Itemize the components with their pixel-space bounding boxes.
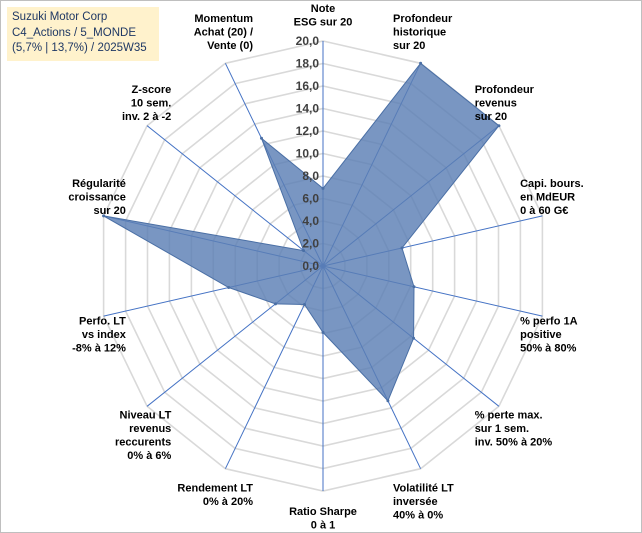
axis-label-13-line-2: 10 sem. xyxy=(131,98,171,110)
axis-label-2-line-3: sur 20 xyxy=(393,40,425,52)
data-point-2 xyxy=(419,61,423,65)
axis-label-7-line-2: inversée xyxy=(393,496,438,508)
tick-label-0: 0,0 xyxy=(302,259,319,273)
data-point-9 xyxy=(303,303,306,306)
axis-label-10-line-3: reccurents xyxy=(115,437,171,449)
axis-label-6: % perte max. sur 1 sem. inv. 50% à 20% xyxy=(475,410,553,449)
axis-label-13-line-3: inv. 2 à -2 xyxy=(122,111,171,123)
axis-label-9-line-1: Rendement LT xyxy=(177,483,253,495)
tick-label-2: 4,0 xyxy=(302,214,319,228)
axis-label-9-line-2: 0% à 20% xyxy=(203,496,253,508)
chart-title-line-3: (5,7% | 13,7%) / 2025W35 xyxy=(12,42,147,54)
axis-label-11-line-2: vs index xyxy=(82,329,127,341)
axis-label-11-line-3: -8% à 12% xyxy=(72,342,126,354)
data-point-1 xyxy=(321,186,325,190)
tick-label-8: 16,0 xyxy=(296,79,320,93)
axis-label-9: Rendement LT 0% à 20% xyxy=(177,483,253,509)
axis-label-13: Z-score 10 sem. inv. 2 à -2 xyxy=(122,84,171,123)
axis-label-13-line-1: Z-score xyxy=(132,84,172,96)
axis-label-12-line-1: Régularité xyxy=(72,178,126,190)
axis-spoke-13 xyxy=(146,125,324,267)
axis-label-3: Profondeur revenus sur 20 xyxy=(475,84,535,123)
tick-label-9: 18,0 xyxy=(296,57,320,71)
axis-label-11: Perfo. LT vs index -8% à 12% xyxy=(72,315,127,354)
axis-label-3-line-3: sur 20 xyxy=(475,111,507,123)
axis-label-1-line-1: Note xyxy=(311,3,335,15)
tick-label-7: 14,0 xyxy=(296,102,320,116)
data-point-5 xyxy=(412,285,416,289)
axis-label-4: Capi. bours. en MdEUR 0 à 60 G€ xyxy=(520,178,584,217)
axis-label-5-line-3: 50% à 80% xyxy=(520,342,576,354)
axis-label-3-line-1: Profondeur xyxy=(475,84,535,96)
data-point-4 xyxy=(400,246,404,250)
axis-label-10-line-4: 0% à 6% xyxy=(127,450,171,462)
tick-label-3: 6,0 xyxy=(302,192,319,206)
data-point-11 xyxy=(227,286,231,289)
axis-label-8: Ratio Sharpe 0 à 1 xyxy=(289,506,357,532)
data-point-3 xyxy=(497,124,501,128)
chart-title-line-2: C4_Actions / 5_MONDE xyxy=(12,26,136,39)
axis-label-8-line-2: 0 à 1 xyxy=(311,520,335,532)
axis-label-14-line-2: Achat (20) / xyxy=(194,26,253,38)
axis-label-14-line-3: Vente (0) xyxy=(207,40,253,52)
tick-label-4: 8,0 xyxy=(302,169,319,183)
axis-label-1: Note ESG sur 20 xyxy=(294,3,353,29)
axis-label-5: % perfo 1A positive 50% à 80% xyxy=(520,315,578,354)
chart-title-line-1: Suzuki Motor Corp xyxy=(12,11,108,23)
axis-label-4-line-3: 0 à 60 G€ xyxy=(520,205,568,217)
axis-label-6-line-1: % perte max. xyxy=(475,410,543,422)
axis-label-1-line-2: ESG sur 20 xyxy=(294,17,353,29)
axis-label-10-line-2: revenus xyxy=(129,423,171,435)
axis-label-4-line-2: en MdEUR xyxy=(520,192,575,204)
tick-label-6: 12,0 xyxy=(296,124,320,138)
axis-label-10-line-1: Niveau LT xyxy=(120,410,172,422)
axis-label-4-line-1: Capi. bours. xyxy=(520,178,584,190)
data-point-12 xyxy=(102,214,106,218)
axis-label-7: Volatilité LT inversée 40% à 0% xyxy=(393,483,454,522)
axis-label-3-line-2: revenus xyxy=(475,98,517,110)
axis-label-5-line-2: positive xyxy=(520,329,562,341)
axis-label-6-line-3: inv. 50% à 20% xyxy=(475,437,553,449)
axis-label-12-line-2: croissance xyxy=(68,192,125,204)
data-point-13 xyxy=(302,249,306,253)
data-point-8 xyxy=(321,330,325,334)
data-point-7 xyxy=(386,399,390,403)
axis-label-10: Niveau LT revenus reccurents 0% à 6% xyxy=(115,410,172,463)
axis-label-12: Régularité croissance sur 20 xyxy=(68,178,125,217)
axis-label-2-line-2: historique xyxy=(393,26,446,38)
axis-label-8-line-1: Ratio Sharpe xyxy=(289,506,357,518)
tick-label-10: 20,0 xyxy=(296,34,320,48)
axis-label-14: Momentum Achat (20) / Vente (0) xyxy=(194,13,254,52)
chart-title-box: Suzuki Motor Corp C4_Actions / 5_MONDE (… xyxy=(7,7,159,61)
axis-label-2-line-1: Profondeur xyxy=(393,13,453,25)
axis-label-11-line-1: Perfo. LT xyxy=(79,315,126,327)
data-point-6 xyxy=(412,336,416,340)
axis-label-7-line-1: Volatilité LT xyxy=(393,483,454,495)
data-point-10 xyxy=(274,302,277,306)
axis-label-7-line-3: 40% à 0% xyxy=(393,510,443,522)
data-point-14 xyxy=(260,136,263,140)
axis-label-6-line-2: sur 1 sem. xyxy=(475,423,529,435)
axis-label-14-line-1: Momentum xyxy=(194,13,253,25)
tick-label-1: 2,0 xyxy=(302,237,319,251)
axis-label-12-line-3: sur 20 xyxy=(93,205,125,217)
axis-label-5-line-1: % perfo 1A xyxy=(520,315,578,327)
axis-label-2: Profondeur historique sur 20 xyxy=(393,13,453,52)
tick-label-5: 10,0 xyxy=(296,147,320,161)
